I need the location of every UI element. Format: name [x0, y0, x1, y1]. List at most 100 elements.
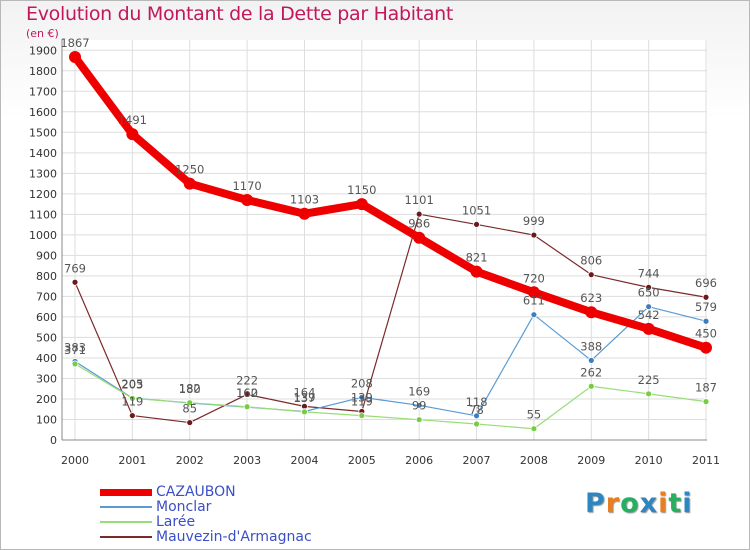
- plot-area: [62, 40, 707, 440]
- y-tick-label: 1500: [29, 126, 57, 139]
- x-tick-label: 2006: [405, 454, 433, 467]
- y-tick-label: 100: [36, 413, 57, 426]
- y-tick-label: 500: [36, 331, 57, 344]
- data-label: 1150: [347, 183, 376, 197]
- logo-letter: i: [682, 488, 693, 519]
- data-point: [415, 210, 423, 218]
- data-label: 371: [64, 343, 86, 357]
- data-point: [587, 382, 595, 390]
- data-label: 650: [638, 286, 660, 300]
- y-tick-label: 900: [36, 249, 57, 262]
- data-point: [530, 311, 538, 319]
- legend-swatch: [100, 521, 152, 523]
- data-point: [702, 293, 710, 301]
- x-tick-label: 2011: [692, 454, 720, 467]
- y-tick-label: 1800: [29, 65, 57, 78]
- data-point: [527, 286, 540, 299]
- legend-label: CAZAUBON: [156, 484, 236, 500]
- x-tick-label: 2009: [577, 454, 605, 467]
- y-tick-label: 1000: [29, 229, 57, 242]
- data-label: 744: [638, 266, 660, 280]
- data-label: 55: [527, 408, 542, 422]
- data-label: 119: [121, 395, 143, 409]
- data-point: [587, 271, 595, 279]
- legend-label: Monclar: [156, 499, 212, 515]
- data-point: [530, 425, 538, 433]
- data-point: [530, 231, 538, 239]
- data-label: 720: [523, 271, 545, 285]
- data-label: 1867: [60, 36, 89, 50]
- logo-letter: o: [620, 488, 640, 519]
- data-label: 137: [293, 391, 315, 405]
- data-label: 769: [64, 261, 86, 275]
- data-label: 99: [412, 399, 427, 413]
- y-tick-label: 200: [36, 393, 57, 406]
- data-point: [71, 360, 79, 368]
- data-label: 78: [469, 403, 484, 417]
- logo-letter: x: [639, 488, 659, 519]
- data-point: [128, 412, 136, 419]
- data-point: [413, 231, 426, 244]
- data-label: 225: [638, 373, 660, 387]
- data-label: 806: [580, 254, 602, 268]
- data-point: [183, 177, 196, 190]
- y-tick-label: 400: [36, 352, 57, 365]
- data-label: 1170: [232, 179, 261, 193]
- data-label: 85: [182, 402, 197, 416]
- logo-letter: t: [668, 488, 683, 519]
- data-point: [358, 412, 366, 419]
- data-point: [645, 283, 653, 291]
- series-line-3: [74, 213, 707, 424]
- data-label: 623: [580, 291, 602, 305]
- data-point: [415, 401, 423, 409]
- data-point: [126, 128, 139, 141]
- data-label: 262: [580, 365, 602, 379]
- data-point: [585, 306, 598, 319]
- data-point: [186, 399, 194, 407]
- data-label: 1103: [290, 193, 319, 207]
- x-tick-label: 2000: [61, 454, 89, 467]
- proxiti-logo: Proxiti: [585, 488, 693, 519]
- y-tick-label: 700: [36, 290, 57, 303]
- data-point: [128, 394, 136, 402]
- data-point: [358, 393, 366, 401]
- data-label: 579: [695, 300, 717, 314]
- data-label: 388: [580, 339, 602, 353]
- data-point: [645, 390, 653, 398]
- x-tick-label: 2008: [520, 454, 548, 467]
- data-label: 160: [236, 386, 258, 400]
- data-point: [642, 322, 655, 335]
- data-label: 118: [466, 395, 488, 409]
- x-tick-label: 2001: [118, 454, 146, 467]
- data-label: 208: [351, 376, 373, 390]
- data-label: 119: [351, 395, 373, 409]
- y-tick-label: 300: [36, 372, 57, 385]
- series-line-2: [74, 363, 707, 430]
- data-label: 999: [523, 214, 545, 228]
- logo-letter: r: [605, 488, 621, 519]
- x-tick-label: 2010: [635, 454, 663, 467]
- legend-label: Mauvezin-d'Armagnac: [156, 529, 312, 545]
- data-point: [301, 408, 308, 416]
- series-line-0: [71, 53, 710, 352]
- data-label: 1101: [405, 193, 434, 207]
- y-tick-label: 800: [36, 270, 57, 283]
- y-tick-label: 600: [36, 311, 57, 324]
- data-point: [69, 51, 81, 64]
- data-point: [473, 412, 480, 420]
- data-label: 164: [293, 385, 315, 399]
- legend-label: Larée: [156, 514, 196, 530]
- y-tick-label: 1100: [29, 208, 57, 221]
- data-label: 450: [695, 327, 717, 341]
- logo-letter: i: [658, 488, 669, 519]
- data-label: 139: [293, 390, 315, 404]
- data-point: [473, 420, 480, 428]
- data-label: 1051: [462, 203, 491, 217]
- data-point: [71, 278, 79, 286]
- x-tick-label: 2007: [463, 454, 491, 467]
- y-tick-label: 1400: [29, 147, 57, 160]
- x-tick-label: 2004: [290, 454, 318, 467]
- data-label: 696: [695, 276, 717, 290]
- data-point: [243, 391, 251, 398]
